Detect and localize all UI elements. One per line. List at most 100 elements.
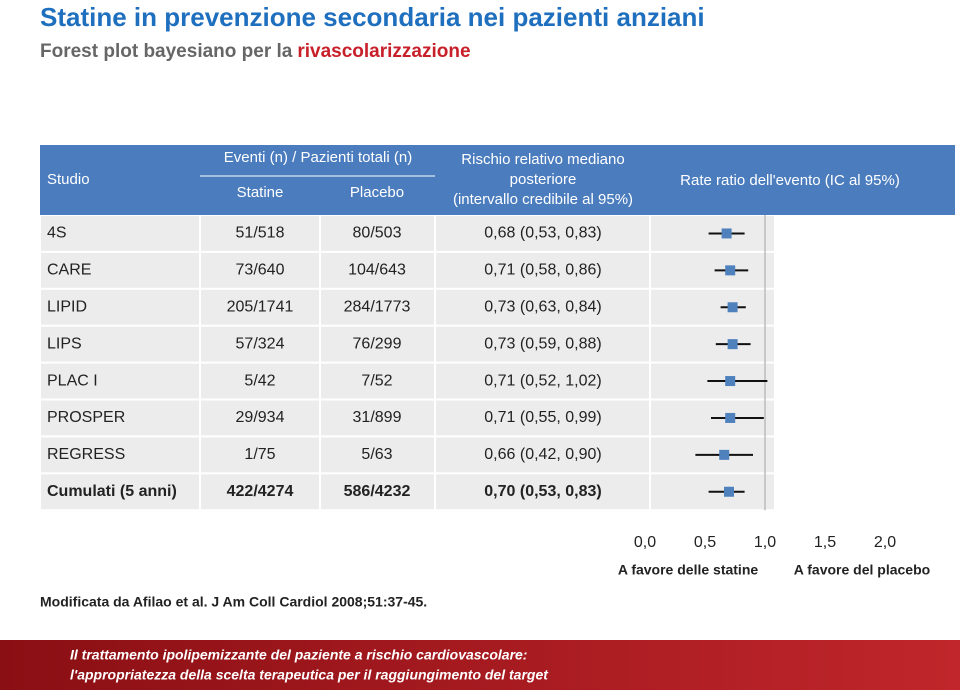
- cell: [436, 400, 649, 436]
- statine: 1/75: [244, 446, 275, 463]
- estimate: [727, 339, 738, 350]
- rate-ratio: 0,71 (0,55, 0,99): [484, 409, 601, 426]
- cell: [436, 289, 649, 325]
- cell: [321, 289, 434, 325]
- placebo: 80/503: [353, 225, 402, 242]
- placebo: 104/643: [348, 262, 406, 279]
- cell: [436, 363, 649, 399]
- estimate: [721, 228, 732, 239]
- cell: [651, 326, 774, 362]
- study: 4S: [47, 225, 67, 242]
- x-tick-label: 0,5: [694, 534, 716, 551]
- cell: [201, 437, 319, 473]
- source: Modificata da Afilao et al. J Am Coll Ca…: [40, 594, 427, 610]
- cell: [41, 474, 199, 510]
- table-header: [40, 145, 955, 215]
- cell: [41, 326, 199, 362]
- favour-right: A favore del placebo: [794, 562, 930, 578]
- statine: 29/934: [236, 409, 285, 426]
- statine: 422/4274: [227, 483, 294, 500]
- col-events: Eventi (n) / Pazienti totali (n): [224, 149, 412, 166]
- placebo: 31/899: [353, 409, 402, 426]
- estimate: [727, 302, 738, 313]
- col-statine: Statine: [237, 184, 284, 201]
- rate-ratio: 0,68 (0,53, 0,83): [484, 225, 601, 242]
- cell: [436, 474, 649, 510]
- cell: [651, 289, 774, 325]
- statine: 57/324: [236, 335, 285, 352]
- x-tick-label: 2,0: [874, 534, 896, 551]
- cell: [436, 437, 649, 473]
- cell: [436, 252, 649, 288]
- rate-ratio: 0,73 (0,59, 0,88): [484, 335, 601, 352]
- banner-line: l'appropriatezza della scelta terapeutic…: [70, 667, 549, 683]
- cell: [201, 326, 319, 362]
- cell: [321, 400, 434, 436]
- placebo: 284/1773: [344, 298, 411, 315]
- cell: [41, 363, 199, 399]
- favour-left: A favore delle statine: [618, 562, 759, 578]
- rate-ratio: 0,66 (0,42, 0,90): [484, 446, 601, 463]
- col-study: Studio: [47, 171, 90, 188]
- estimate: [725, 376, 736, 387]
- placebo: 586/4232: [344, 483, 411, 500]
- study: LIPS: [47, 335, 82, 352]
- placebo: 5/63: [361, 446, 392, 463]
- cell: [436, 326, 649, 362]
- cell: [201, 252, 319, 288]
- x-tick-label: 1,5: [814, 534, 836, 551]
- placebo: 7/52: [361, 372, 392, 389]
- cell: [201, 474, 319, 510]
- col-rr: (intervallo credibile al 95%): [453, 191, 633, 208]
- subtitle: Forest plot bayesiano per la rivascolariz…: [40, 41, 471, 62]
- x-tick-label: 0,0: [634, 534, 656, 551]
- cell: [41, 289, 199, 325]
- study: REGRESS: [47, 446, 125, 463]
- study: PLAC I: [47, 372, 98, 389]
- study: PROSPER: [47, 409, 125, 426]
- cell: [321, 216, 434, 251]
- x-tick-label: 1,0: [754, 534, 776, 551]
- study: LIPID: [47, 298, 87, 315]
- banner-line: Il trattamento ipolipemizzante del pazie…: [70, 647, 527, 663]
- cell: [41, 400, 199, 436]
- estimate: [719, 449, 730, 460]
- rate-ratio: 0,70 (0,53, 0,83): [484, 483, 601, 500]
- cell: [201, 363, 319, 399]
- rate-ratio: 0,71 (0,52, 1,02): [484, 372, 601, 389]
- col-placebo: Placebo: [350, 184, 404, 201]
- statine: 5/42: [244, 372, 275, 389]
- cell: [321, 474, 434, 510]
- cell: [321, 326, 434, 362]
- estimate: [725, 265, 736, 276]
- col-rr: posteriore: [510, 171, 577, 188]
- rate-ratio: 0,73 (0,63, 0,84): [484, 298, 601, 315]
- subtitle-highlight: rivascolarizzazione: [297, 41, 470, 62]
- statine: 205/1741: [227, 298, 294, 315]
- cell: [321, 437, 434, 473]
- col-plot: Rate ratio dell'evento (IC al 95%): [680, 172, 900, 189]
- subtitle-text: Forest plot bayesiano per la: [40, 41, 293, 62]
- title: Statine in prevenzione secondaria nei pa…: [40, 2, 705, 32]
- cell: [436, 216, 649, 251]
- cell: [201, 289, 319, 325]
- statine: 51/518: [236, 225, 285, 242]
- cell: [41, 252, 199, 288]
- estimate: [725, 412, 736, 423]
- banner: [0, 640, 960, 690]
- rate-ratio: 0,71 (0,58, 0,86): [484, 262, 601, 279]
- col-rr: Rischio relativo mediano: [461, 151, 624, 168]
- study: CARE: [47, 262, 91, 279]
- estimate: [724, 486, 734, 497]
- cell: [201, 400, 319, 436]
- placebo: 76/299: [353, 335, 402, 352]
- cell: [321, 252, 434, 288]
- cell: [651, 252, 774, 288]
- cell: [41, 216, 199, 251]
- study: Cumulati (5 anni): [47, 483, 177, 500]
- cell: [41, 437, 199, 473]
- cell: [321, 363, 434, 399]
- cell: [201, 216, 319, 251]
- statine: 73/640: [236, 262, 285, 279]
